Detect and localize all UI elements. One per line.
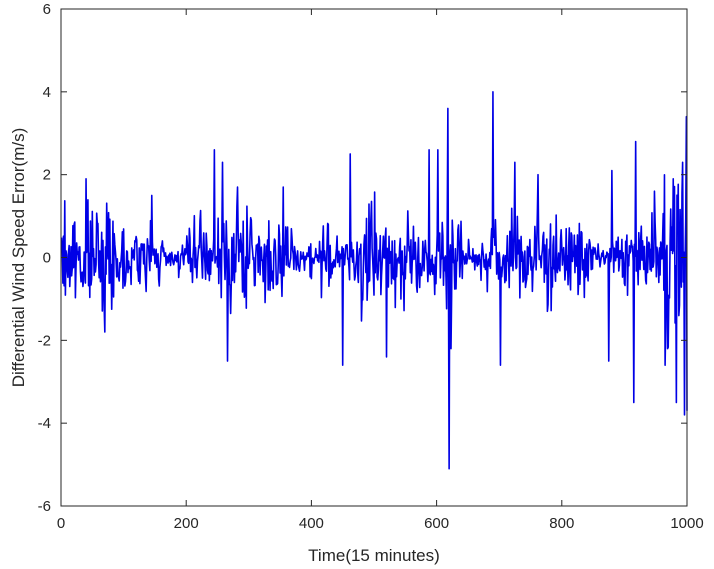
x-tick-label: 800 [549, 515, 574, 532]
y-tick-label: 0 [43, 250, 51, 267]
x-tick-label: 0 [57, 515, 65, 532]
y-tick-label: -2 [38, 332, 51, 349]
series-line-group [60, 91, 688, 470]
x-tick-label: 1000 [670, 515, 703, 532]
y-tick-label: 2 [43, 167, 51, 184]
y-tick-label: -4 [38, 415, 51, 432]
y-tick-label: -6 [38, 498, 51, 515]
series-line [60, 91, 688, 470]
y-tick-label: 4 [43, 84, 51, 101]
x-axis-ticks: 0 200 400 600 800 1000 [57, 9, 704, 532]
y-tick-label: 6 [43, 1, 51, 18]
y-axis-label: Differential Wind Speed Error(m/s) [9, 128, 28, 388]
y-axis-ticks: -6 -4 -2 0 2 4 6 [38, 1, 687, 515]
x-axis-label: Time(15 minutes) [308, 546, 440, 565]
x-tick-label: 400 [299, 515, 324, 532]
x-tick-label: 600 [424, 515, 449, 532]
x-tick-label: 200 [174, 515, 199, 532]
